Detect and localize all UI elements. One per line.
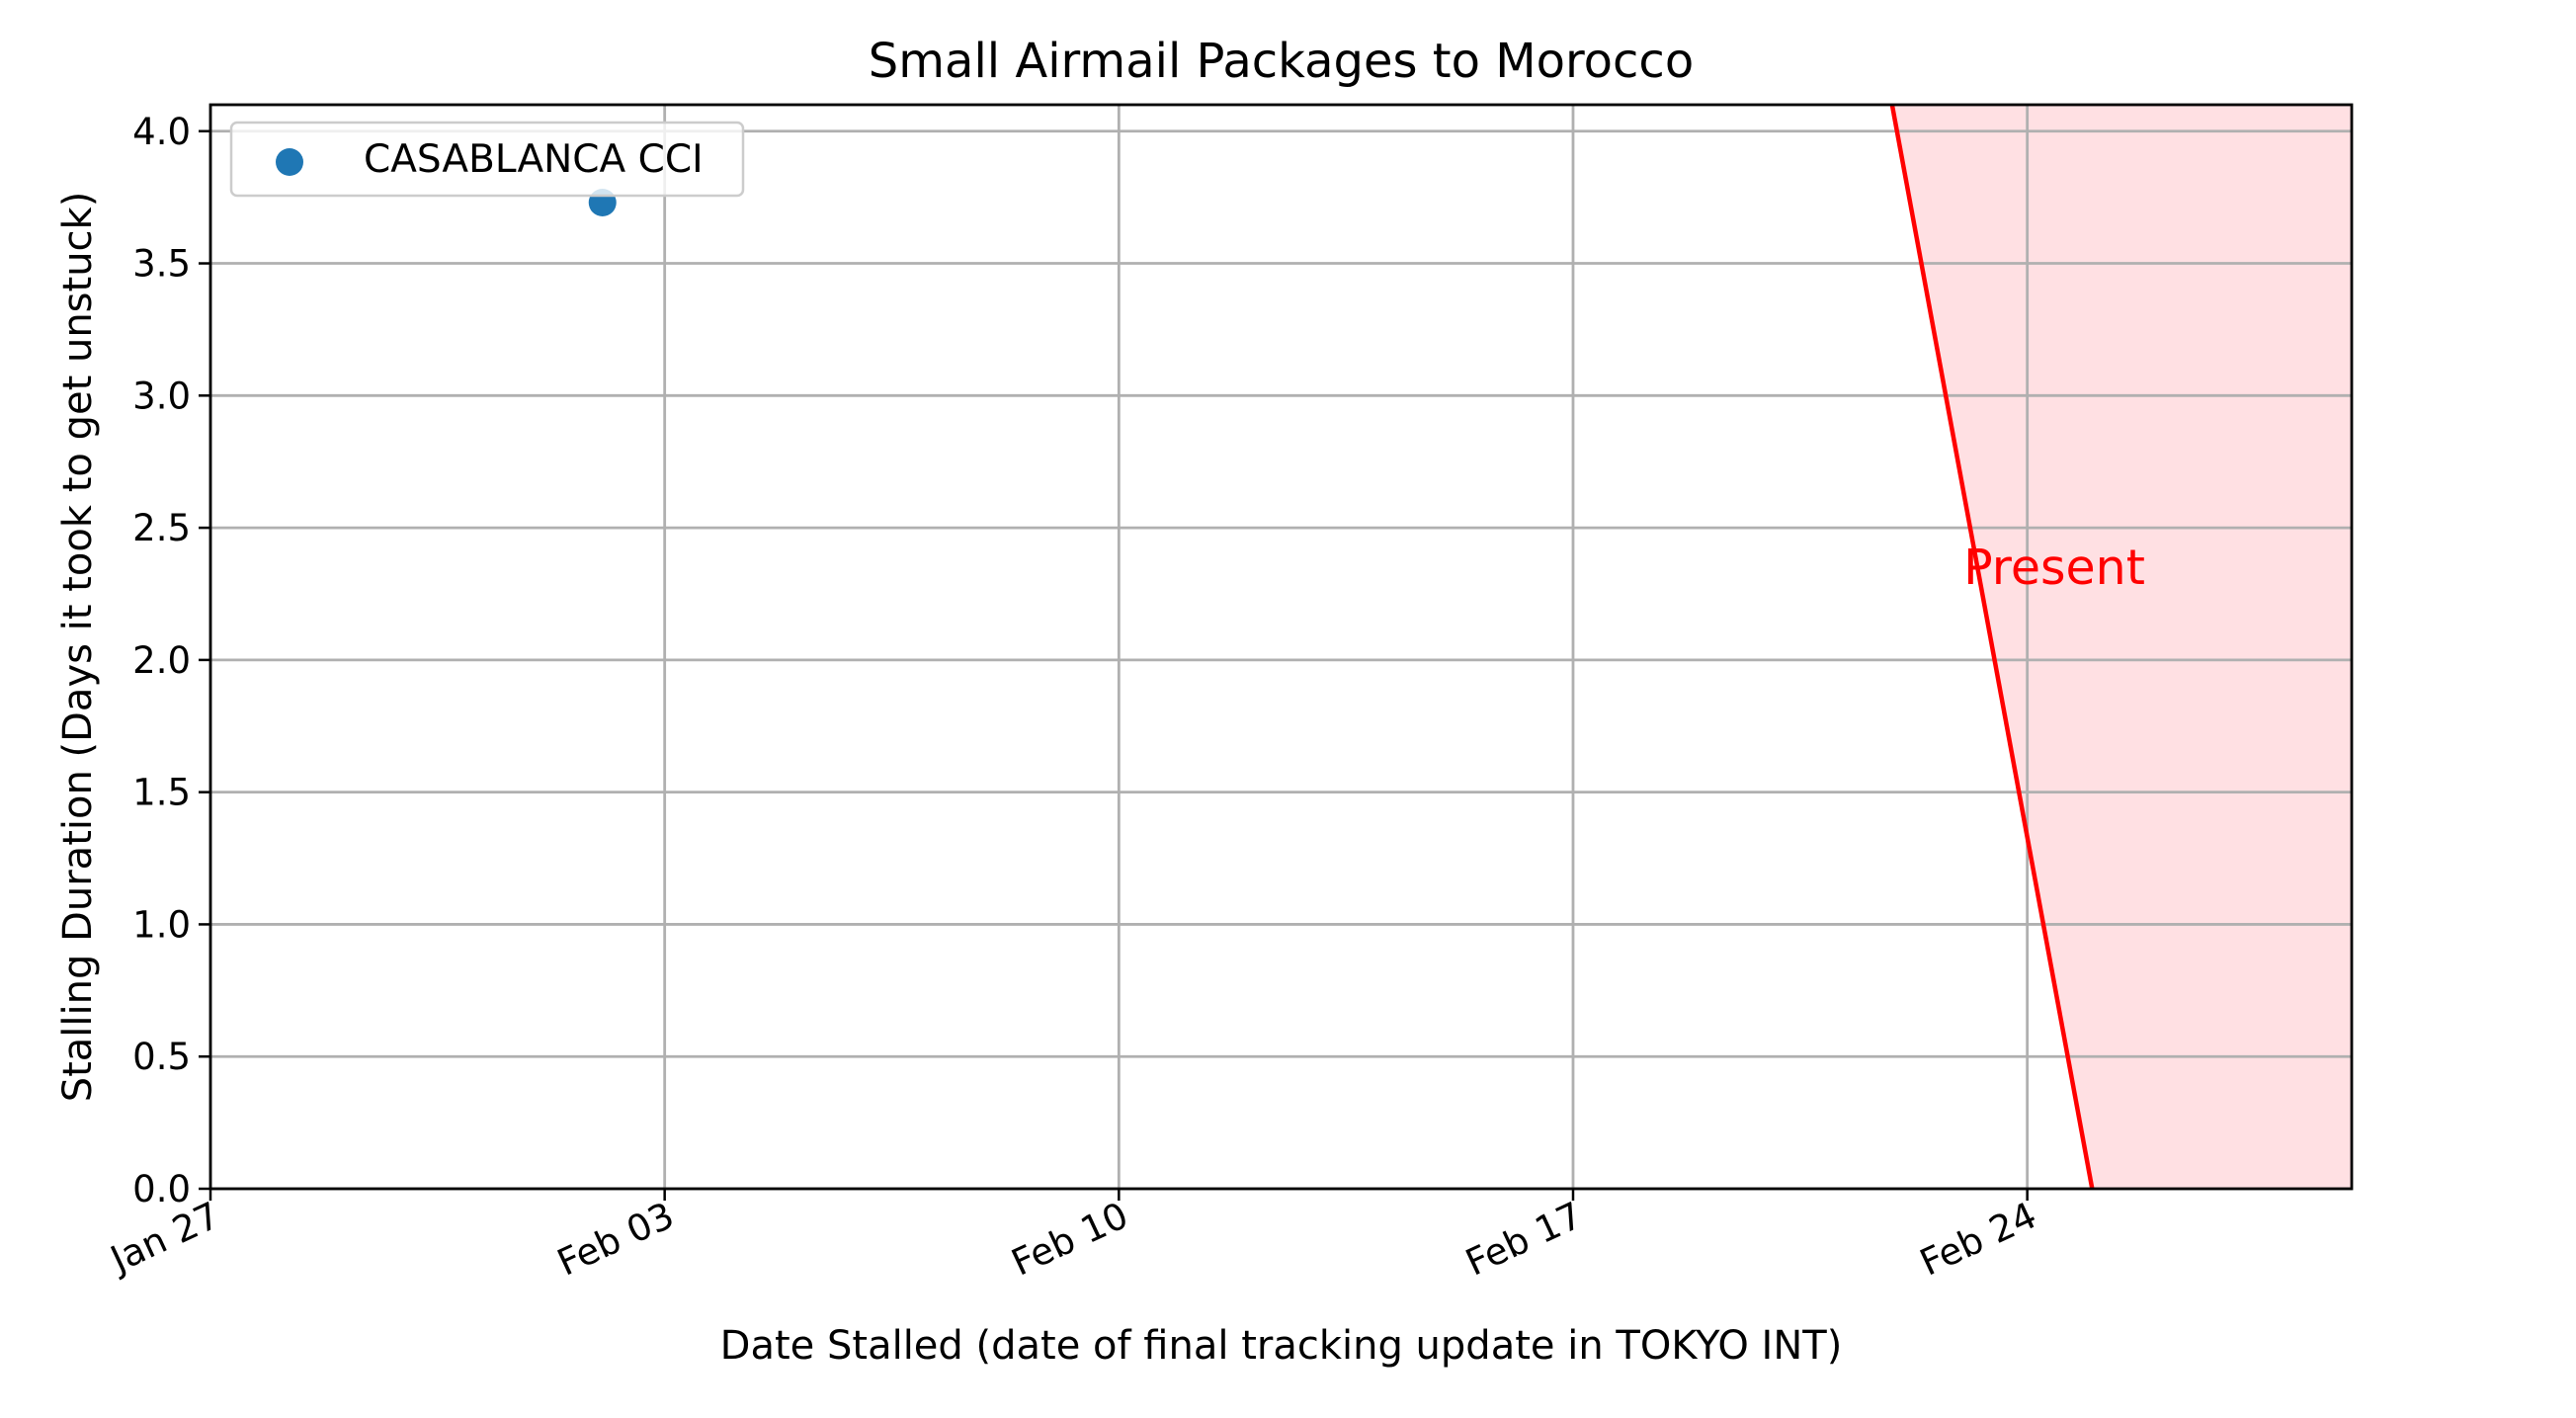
present-annotation: Present — [1963, 540, 2145, 596]
legend-marker-casablanca — [276, 148, 303, 176]
present-shaded-region — [1891, 105, 2352, 1189]
y-tick-label: 3.0 — [132, 375, 191, 417]
legend: CASABLANCA CCI — [229, 121, 745, 198]
y-tick-label: 2.5 — [132, 507, 191, 549]
x-axis-label: Date Stalled (date of final tracking upd… — [720, 1323, 1843, 1369]
present-region-layer — [1891, 105, 2352, 1189]
y-tick-label: 2.0 — [132, 639, 191, 682]
legend-label-casablanca: CASABLANCA CCI — [364, 137, 704, 182]
y-tick-label: 0.0 — [132, 1168, 191, 1210]
y-tick-label: 0.5 — [132, 1036, 191, 1078]
legend-box — [229, 121, 745, 198]
y-tick-label: 4.0 — [132, 111, 191, 153]
y-tick-label: 1.5 — [132, 772, 191, 814]
y-tick-label: 3.5 — [132, 243, 191, 286]
y-tick-label: 1.0 — [132, 903, 191, 946]
chart-title: Small Airmail Packages to Morocco — [869, 34, 1694, 89]
present-line — [1889, 104, 2095, 1190]
present-line-layer — [1889, 104, 2095, 1190]
plot-frame — [208, 103, 2354, 1191]
y-axis-label: Stalling Duration (Days it took to get u… — [55, 192, 101, 1103]
